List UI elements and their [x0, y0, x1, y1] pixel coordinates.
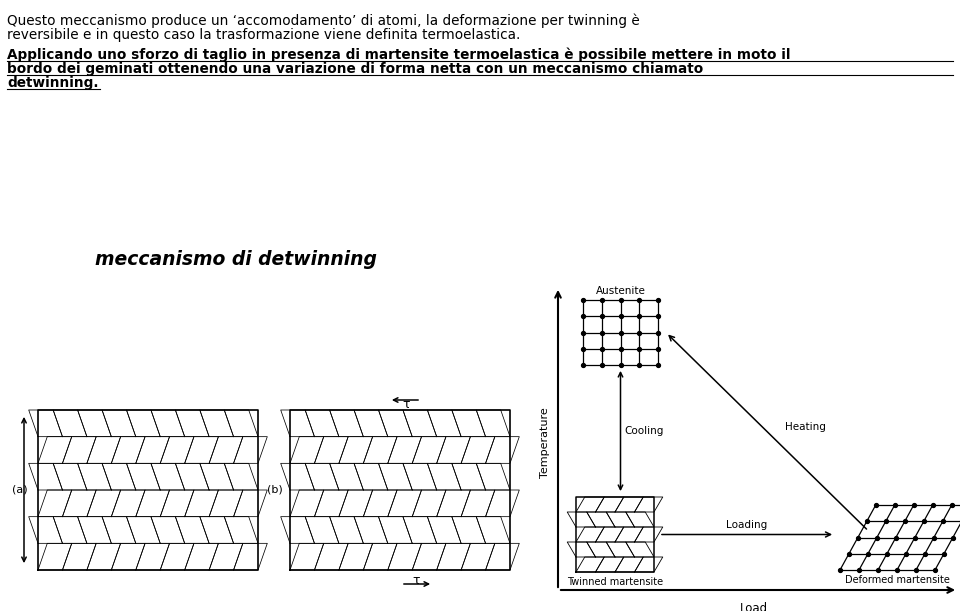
Text: τ: τ — [412, 574, 420, 587]
Text: detwinning.: detwinning. — [7, 76, 99, 90]
Text: meccanismo di detwinning: meccanismo di detwinning — [95, 250, 377, 269]
Text: Austenite: Austenite — [595, 286, 645, 296]
Text: Heating: Heating — [785, 422, 827, 432]
Text: Load: Load — [740, 602, 768, 611]
Text: (a): (a) — [12, 485, 28, 495]
Text: (b): (b) — [267, 485, 283, 495]
Text: bordo dei geminati ottenendo una variazione di forma netta con un meccanismo chi: bordo dei geminati ottenendo una variazi… — [7, 62, 704, 76]
Text: Twinned martensite: Twinned martensite — [567, 577, 663, 587]
Text: Applicando uno sforzo di taglio in presenza di martensite termoelastica è possib: Applicando uno sforzo di taglio in prese… — [7, 48, 790, 62]
Text: Temperature: Temperature — [540, 407, 550, 478]
Text: Loading: Loading — [727, 521, 768, 530]
Text: Questo meccanismo produce un ‘accomodamento’ di atomi, la deformazione per twinn: Questo meccanismo produce un ‘accomodame… — [7, 14, 639, 29]
Text: reversibile e in questo caso la trasformazione viene definita termoelastica.: reversibile e in questo caso la trasform… — [7, 28, 520, 42]
Text: Cooling: Cooling — [625, 426, 664, 436]
Text: Deformed martensite: Deformed martensite — [845, 575, 950, 585]
Text: τ: τ — [402, 398, 410, 411]
